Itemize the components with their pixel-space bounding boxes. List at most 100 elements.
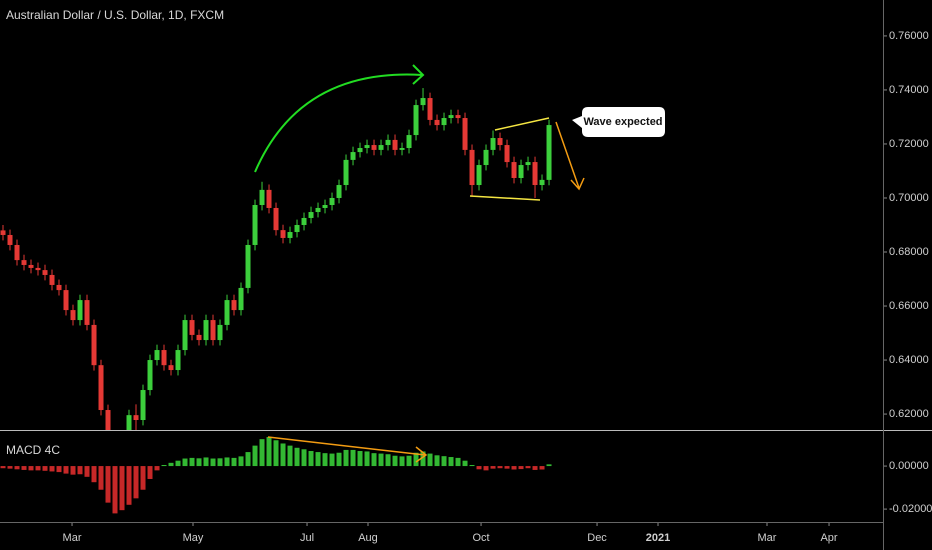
candle-body: [42, 270, 48, 275]
histogram-bar: [322, 453, 328, 467]
candle-body: [532, 162, 538, 186]
candle-body: [266, 189, 272, 208]
indicator-title: MACD 4C: [6, 443, 60, 457]
histogram-bar: [469, 464, 475, 467]
candle-body: [539, 179, 545, 186]
histogram-bar: [462, 460, 468, 467]
candle-body: [70, 310, 76, 321]
candle-body: [21, 260, 27, 265]
x-tick-label: Aug: [358, 532, 378, 544]
candle-body: [497, 138, 503, 146]
x-tick-label: Apr: [820, 532, 837, 544]
y-tick-label: 0.64000: [889, 354, 929, 366]
histogram-bar: [539, 466, 545, 470]
candle-body: [378, 145, 384, 150]
candle-body: [399, 148, 405, 150]
y-tick-label: 0.66000: [889, 300, 929, 312]
histogram-bar: [364, 451, 370, 467]
candle-body: [126, 415, 132, 430]
histogram-bar: [357, 451, 363, 467]
x-tick-label: Mar: [63, 532, 82, 544]
candle-body: [483, 149, 489, 166]
histogram-bar: [21, 466, 27, 470]
y-tick-label: 0.70000: [889, 192, 929, 204]
y-tick-label: -0.02000: [889, 503, 932, 515]
histogram-bar: [399, 456, 405, 467]
candle-body: [294, 224, 300, 233]
histogram-bar: [105, 466, 111, 503]
macd-pane: [0, 437, 552, 514]
x-tick-label: Dec: [587, 532, 607, 544]
trend-line: [469, 195, 541, 201]
histogram-bar: [406, 455, 412, 467]
histogram-bar: [231, 457, 237, 467]
candle-body: [427, 98, 433, 120]
histogram-bar: [294, 447, 300, 467]
y-tick-label: 0.72000: [889, 138, 929, 150]
histogram-bar: [441, 456, 447, 467]
forecast-arrow: [555, 121, 580, 189]
candle-body: [182, 320, 188, 351]
candle-body: [196, 334, 202, 341]
candle-body: [504, 145, 510, 163]
histogram-bar: [336, 452, 342, 467]
histogram-bar: [490, 466, 496, 469]
x-tick-label: May: [183, 532, 204, 544]
histogram-bar: [343, 449, 349, 467]
histogram-bar: [413, 452, 419, 467]
histogram-bar: [112, 466, 118, 514]
histogram-bar: [28, 466, 34, 471]
histogram-bar: [126, 466, 132, 505]
candle-body: [476, 165, 482, 186]
candle-body: [308, 212, 314, 218]
histogram-bar: [546, 464, 552, 467]
histogram-bar: [532, 466, 538, 470]
histogram-bar: [217, 458, 223, 467]
candle-body: [245, 244, 251, 288]
candle-body: [441, 118, 447, 126]
histogram-bar: [147, 466, 153, 479]
histogram-bar: [224, 457, 230, 467]
candle-body: [217, 324, 223, 341]
histogram-bar: [371, 453, 377, 467]
histogram-bar: [56, 466, 62, 473]
histogram-bar: [511, 466, 517, 470]
histogram-bar: [203, 457, 209, 467]
candle-body: [434, 119, 440, 126]
candle-body: [28, 264, 34, 268]
histogram-bar: [273, 440, 279, 467]
candle-body: [35, 267, 41, 271]
histogram-bar: [77, 466, 83, 475]
histogram-bar: [315, 452, 321, 467]
histogram-bar: [175, 460, 181, 467]
y-tick-label: 0.68000: [889, 246, 929, 258]
callout-text: Wave expected: [583, 116, 662, 128]
candle-body: [315, 207, 321, 213]
candle-body: [322, 205, 328, 208]
histogram-bar: [280, 443, 286, 467]
candle-body: [147, 360, 153, 391]
y-tick-label: 0.76000: [889, 30, 929, 42]
histogram-bar: [63, 466, 69, 474]
candle-body: [406, 135, 412, 149]
histogram-bar: [210, 458, 216, 467]
candle-body: [98, 365, 104, 411]
candle-body: [546, 125, 552, 180]
candle-body: [77, 300, 83, 321]
candle-body: [280, 230, 286, 238]
candle-body: [511, 162, 517, 178]
candle-body: [518, 165, 524, 178]
axes: 0.76000 0.74000 0.72000 0.70000 0.68000 0.660…: [63, 30, 932, 544]
candle-body: [49, 274, 55, 285]
histogram-bar: [448, 457, 454, 467]
candle-body: [448, 115, 454, 119]
histogram-bar: [42, 466, 48, 471]
chart-title: Australian Dollar / U.S. Dollar, 1D, FXC…: [6, 8, 224, 22]
candle-body: [455, 115, 461, 119]
candle-body: [287, 232, 293, 238]
histogram-bar: [350, 449, 356, 467]
histogram-bar: [329, 453, 335, 467]
histogram-bar: [259, 439, 265, 467]
